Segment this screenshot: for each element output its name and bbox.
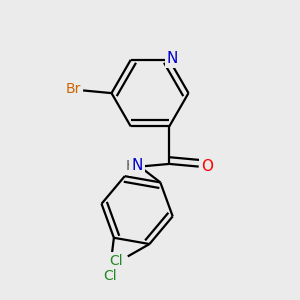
Text: N: N (167, 51, 178, 66)
Text: Cl: Cl (104, 269, 117, 283)
Text: Br: Br (65, 82, 81, 96)
Text: O: O (201, 159, 213, 174)
Text: Cl: Cl (110, 254, 123, 268)
Text: H: H (125, 159, 136, 173)
Text: N: N (131, 158, 143, 173)
